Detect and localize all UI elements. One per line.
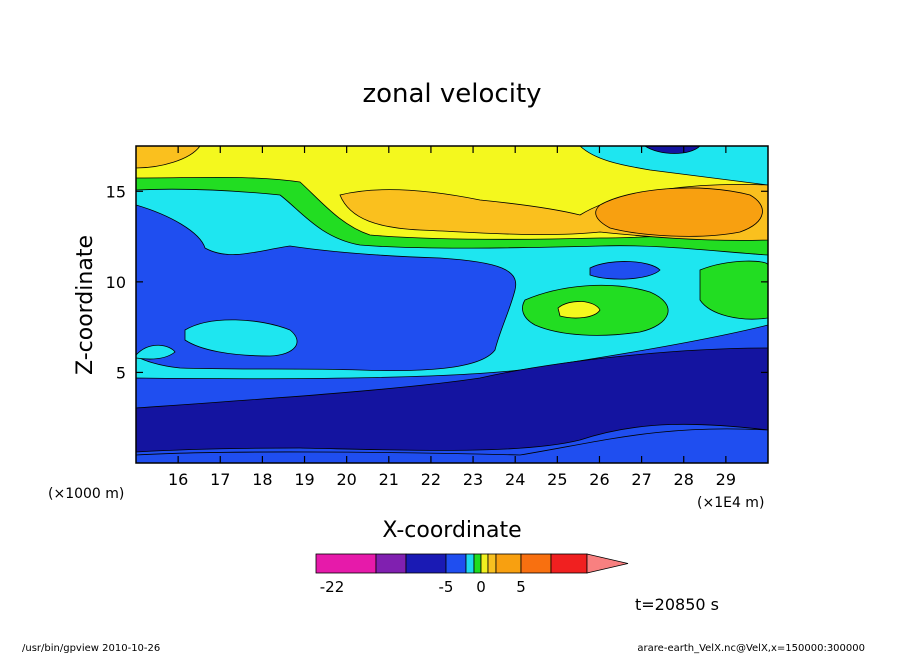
x-tick-label: 26 — [589, 470, 609, 489]
colorbar-swatch — [473, 553, 482, 574]
x-tick-label: 23 — [463, 470, 483, 489]
colorbar-swatch — [315, 553, 377, 574]
region-yellow-mid — [557, 301, 601, 319]
colorbar-swatch — [480, 553, 489, 574]
colorbar-tick-label: 0 — [476, 578, 486, 596]
region-orange — [595, 187, 763, 237]
x-tick-label: 29 — [716, 470, 736, 489]
region-cyan-left — [136, 344, 176, 360]
colorbar-tick-label: -5 — [439, 578, 454, 596]
chart-title: zonal velocity — [362, 79, 541, 109]
x-tick-label: 20 — [336, 470, 356, 489]
y-tick-label: 15 — [106, 182, 126, 201]
colorbar-swatch — [487, 553, 497, 574]
y-tick-label: 10 — [106, 273, 126, 292]
colorbar-tick-label: 5 — [516, 578, 526, 596]
region-deep-blue-band — [136, 347, 768, 453]
x-axis: 16 17 18 19 20 21 22 23 24 25 26 27 28 29 — [168, 146, 736, 489]
x-tick-label: 16 — [168, 470, 188, 489]
x-tick-label: 24 — [505, 470, 525, 489]
region-green-right — [699, 260, 768, 320]
colorbar-tick-label: -22 — [320, 578, 345, 596]
footer-right: arare-earth_VelX.nc@VelX,x=150000:300000 — [637, 643, 865, 654]
x-axis-label: X-coordinate — [382, 518, 521, 543]
colorbar-swatch — [550, 553, 588, 574]
y-axis: 5 10 15 — [106, 182, 768, 382]
y-axis-label: Z-coordinate — [73, 235, 98, 375]
x-tick-label: 22 — [421, 470, 441, 489]
time-label: t=20850 s — [635, 595, 719, 614]
x-tick-label: 18 — [252, 470, 272, 489]
colorbar-swatch — [465, 553, 475, 574]
footer-left: /usr/bin/gpview 2010-10-26 — [22, 643, 160, 654]
region-blue-bottom — [136, 428, 768, 463]
x-tick-label: 27 — [631, 470, 651, 489]
contour-field — [136, 146, 768, 463]
colorbar-swatch — [405, 553, 447, 574]
x-unit-left: (×1000 m) — [48, 486, 124, 502]
colorbar-swatch — [445, 553, 467, 574]
x-tick-label: 28 — [674, 470, 694, 489]
y-tick-label: 5 — [116, 363, 126, 382]
colorbar-swatch — [495, 553, 522, 574]
plot-frame — [135, 145, 769, 464]
region-cyan-upperright — [579, 146, 768, 186]
colorbar-extend-arrow — [586, 553, 629, 574]
x-tick-label: 21 — [379, 470, 399, 489]
colorbar-swatch — [375, 553, 407, 574]
colorbar: -22 -5 0 5 — [315, 553, 629, 596]
x-tick-label: 19 — [294, 470, 314, 489]
colorbar-swatch — [520, 553, 552, 574]
x-unit-right: (×1E4 m) — [697, 495, 764, 511]
region-cyan-patch — [184, 319, 298, 357]
x-tick-label: 17 — [210, 470, 230, 489]
region-blue-right — [589, 261, 661, 280]
x-tick-label: 25 — [547, 470, 567, 489]
region-orange-topleft — [136, 146, 201, 169]
